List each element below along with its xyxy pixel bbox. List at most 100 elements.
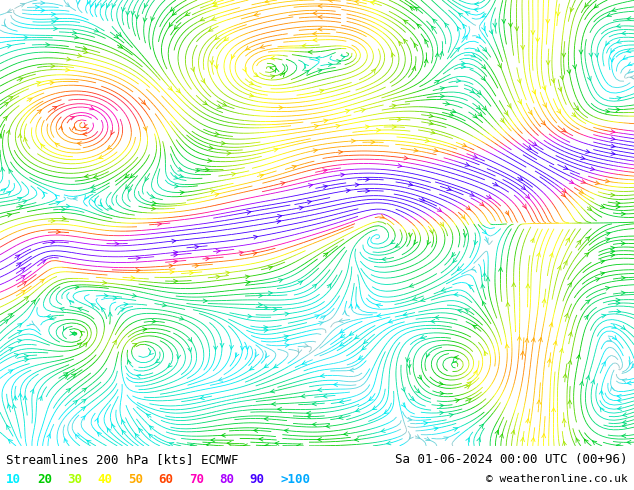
FancyArrowPatch shape [64,438,68,442]
FancyArrowPatch shape [447,187,451,191]
FancyArrowPatch shape [127,360,131,364]
FancyArrowPatch shape [203,299,207,303]
FancyArrowPatch shape [250,366,254,370]
Text: 20: 20 [37,473,52,486]
FancyArrowPatch shape [85,195,89,199]
FancyArrowPatch shape [616,301,620,305]
FancyArrowPatch shape [506,302,510,306]
FancyArrowPatch shape [222,102,226,106]
FancyArrowPatch shape [72,126,76,130]
FancyArrowPatch shape [600,272,604,275]
FancyArrowPatch shape [410,435,413,439]
FancyArrowPatch shape [431,319,435,323]
FancyArrowPatch shape [408,233,412,237]
FancyArrowPatch shape [556,12,560,16]
FancyArrowPatch shape [605,286,610,290]
FancyArrowPatch shape [65,3,70,6]
FancyArrowPatch shape [398,118,401,122]
FancyArrowPatch shape [264,328,268,332]
FancyArrowPatch shape [9,169,13,173]
FancyArrowPatch shape [471,267,476,270]
FancyArrowPatch shape [577,240,581,245]
FancyArrowPatch shape [63,375,68,379]
FancyArrowPatch shape [541,121,545,125]
FancyArrowPatch shape [207,159,212,163]
FancyArrowPatch shape [281,182,285,185]
FancyArrowPatch shape [188,338,191,342]
FancyArrowPatch shape [51,12,55,16]
FancyArrowPatch shape [589,53,593,57]
FancyArrowPatch shape [433,19,437,23]
FancyArrowPatch shape [611,151,615,155]
FancyArrowPatch shape [305,71,309,74]
FancyArrowPatch shape [301,394,305,398]
FancyArrowPatch shape [449,414,453,417]
FancyArrowPatch shape [602,362,605,366]
FancyArrowPatch shape [465,12,470,15]
FancyArrowPatch shape [41,144,45,148]
FancyArrowPatch shape [285,429,288,433]
FancyArrowPatch shape [72,374,75,378]
FancyArrowPatch shape [627,441,631,444]
FancyArrowPatch shape [562,419,566,423]
FancyArrowPatch shape [275,441,279,445]
FancyArrowPatch shape [473,114,477,118]
FancyArrowPatch shape [579,50,583,54]
FancyArrowPatch shape [9,347,13,351]
FancyArrowPatch shape [318,27,322,31]
Text: 10: 10 [6,473,22,486]
FancyArrowPatch shape [195,264,198,268]
FancyArrowPatch shape [254,235,257,239]
FancyArrowPatch shape [547,359,551,363]
Text: © weatheronline.co.uk: © weatheronline.co.uk [486,474,628,484]
FancyArrowPatch shape [176,89,180,93]
FancyArrowPatch shape [517,336,521,340]
FancyArrowPatch shape [476,34,481,38]
FancyArrowPatch shape [567,70,571,74]
FancyArrowPatch shape [623,420,626,424]
FancyArrowPatch shape [628,69,632,73]
FancyArrowPatch shape [139,428,143,433]
FancyArrowPatch shape [55,17,58,21]
FancyArrowPatch shape [108,312,112,317]
FancyArrowPatch shape [30,389,34,393]
FancyArrowPatch shape [145,177,149,181]
FancyArrowPatch shape [623,379,626,383]
FancyArrowPatch shape [439,411,444,415]
FancyArrowPatch shape [69,300,74,304]
FancyArrowPatch shape [586,237,590,241]
FancyArrowPatch shape [369,396,373,400]
FancyArrowPatch shape [171,7,175,11]
FancyArrowPatch shape [221,141,225,145]
FancyArrowPatch shape [453,428,458,431]
FancyArrowPatch shape [209,146,213,149]
FancyArrowPatch shape [408,182,413,186]
FancyArrowPatch shape [278,279,283,283]
FancyArrowPatch shape [543,103,547,107]
FancyArrowPatch shape [410,284,414,287]
FancyArrowPatch shape [205,257,209,261]
FancyArrowPatch shape [279,106,283,110]
FancyArrowPatch shape [600,205,605,208]
FancyArrowPatch shape [606,41,609,46]
FancyArrowPatch shape [404,39,408,44]
FancyArrowPatch shape [51,240,55,244]
FancyArrowPatch shape [318,438,321,441]
FancyArrowPatch shape [84,124,88,128]
FancyArrowPatch shape [314,315,319,318]
FancyArrowPatch shape [248,314,252,318]
FancyArrowPatch shape [18,323,22,327]
FancyArrowPatch shape [441,94,444,98]
FancyArrowPatch shape [17,197,22,201]
FancyArrowPatch shape [454,293,458,296]
FancyArrowPatch shape [486,277,490,281]
FancyArrowPatch shape [179,317,184,320]
FancyArrowPatch shape [605,179,609,183]
FancyArrowPatch shape [413,297,417,300]
FancyArrowPatch shape [551,78,555,83]
FancyArrowPatch shape [627,17,631,21]
FancyArrowPatch shape [95,3,99,7]
FancyArrowPatch shape [512,283,515,287]
FancyArrowPatch shape [525,339,529,343]
FancyArrowPatch shape [420,197,425,201]
